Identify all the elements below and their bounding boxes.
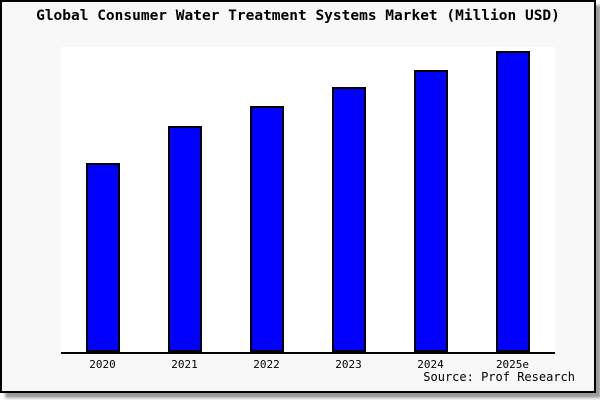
x-tick-label-2023: 2023	[335, 358, 362, 371]
plot-area	[61, 47, 555, 352]
bar-2020	[85, 163, 120, 352]
x-tick-label-2022: 2022	[253, 358, 280, 371]
bar-2024	[413, 70, 448, 352]
x-tick-label-2025e: 2025e	[495, 358, 530, 371]
x-tick-label-2020: 2020	[89, 358, 116, 371]
chart-panel: Global Consumer Water Treatment Systems …	[0, 0, 596, 393]
bar-2025e	[495, 51, 530, 352]
bar-2022	[249, 106, 284, 352]
x-tick-label-2021: 2021	[171, 358, 198, 371]
bar-2023	[331, 87, 366, 352]
source-note: Source: Prof Research	[423, 370, 575, 384]
bar-2021	[167, 126, 202, 352]
x-tick-label-2024: 2024	[417, 358, 444, 371]
x-axis-line	[61, 352, 555, 354]
chart-title: Global Consumer Water Treatment Systems …	[36, 8, 560, 24]
